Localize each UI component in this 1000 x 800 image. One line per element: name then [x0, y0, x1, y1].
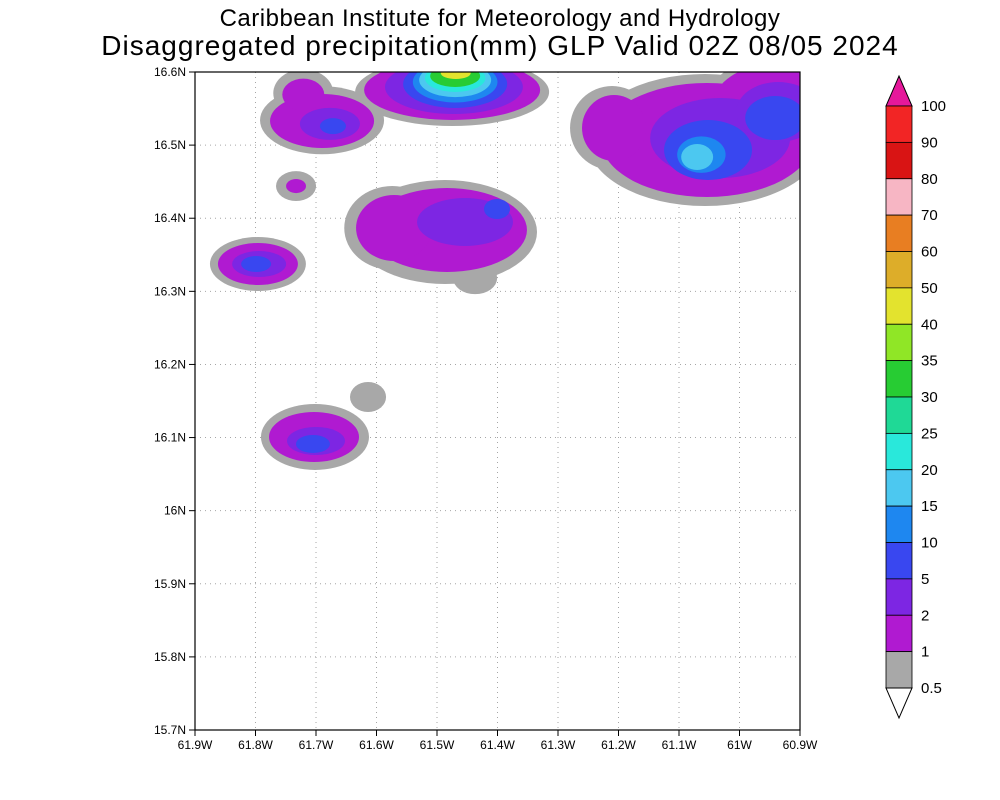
- colorbar-label: 35: [921, 353, 938, 370]
- lat-tick-label: 15.8N: [154, 650, 186, 664]
- contour-system-northwest-5mm: [319, 118, 346, 135]
- lon-tick-label: 61.1W: [662, 738, 697, 752]
- colorbar-arrow-over: [885, 74, 913, 107]
- colorbar-label: 2: [921, 607, 929, 624]
- colorbar-label: 10: [921, 535, 938, 552]
- colorbar-segment-90-100: [885, 105, 913, 143]
- contour-system-northwest-1mm: [282, 78, 325, 111]
- colorbar-label: 100: [921, 98, 946, 115]
- chart-title: Disaggregated precipitation(mm) GLP Vali…: [101, 30, 899, 61]
- colorbar-label: 20: [921, 462, 938, 479]
- lon-tick-label: 60.9W: [783, 738, 818, 752]
- contour-fills: [209, 72, 800, 470]
- colorbar-segment-60-70: [885, 214, 913, 252]
- lon-tick-label: 61.2W: [601, 738, 636, 752]
- contour-speck-1615n-0.5mm: [350, 381, 387, 412]
- contour-system-northeast-5mm: [745, 95, 800, 140]
- lat-tick-label: 16N: [164, 504, 186, 518]
- lat-tick-label: 16.3N: [154, 284, 186, 298]
- colorbar-arrow-under: [885, 687, 913, 720]
- colorbar-segment-0.5-1: [885, 651, 913, 689]
- lon-tick-label: 61.6W: [359, 738, 394, 752]
- colorbar-segment-5-10: [885, 542, 913, 580]
- lat-tick-label: 16.5N: [154, 138, 186, 152]
- colorbar-segment-35-40: [885, 323, 913, 362]
- contour-system-center-1mm: [356, 195, 433, 261]
- colorbar-label: 70: [921, 207, 938, 224]
- lat-tick-label: 16.1N: [154, 431, 186, 445]
- colorbar-label: 1: [921, 644, 929, 661]
- colorbar-label: 50: [921, 280, 938, 297]
- colorbar-label: 30: [921, 389, 938, 406]
- colorbar: 100 90 80 70 60 50 40 35 30 25 20 15 10 5 2 1 0.5: [885, 74, 946, 720]
- colorbar-segment-50-60: [885, 251, 913, 289]
- lon-tick-label: 61.5W: [420, 738, 455, 752]
- colorbar-segment-80-90: [885, 141, 913, 180]
- contour-band-north-center-40mm: [440, 72, 471, 80]
- lat-tick-label: 16.6N: [154, 65, 186, 79]
- colorbar-segment-70-80: [885, 178, 913, 216]
- contour-system-center-5mm: [484, 198, 511, 220]
- lat-tick-label: 15.7N: [154, 723, 186, 737]
- colorbar-label: 0.5: [921, 680, 942, 697]
- colorbar-segment-25-30: [885, 396, 913, 434]
- lon-tick-label: 61.8W: [238, 738, 273, 752]
- colorbar-label: 60: [921, 244, 938, 261]
- colorbar-segment-1-2: [885, 614, 913, 653]
- lat-tick-label: 16.2N: [154, 357, 186, 371]
- lon-tick-label: 61.7W: [299, 738, 334, 752]
- contour-system-northeast-1mm: [582, 95, 647, 161]
- contour-cell-west-1633n-5mm: [241, 256, 272, 272]
- colorbar-segment-10-15: [885, 505, 913, 543]
- contour-cell-1644n-1mm: [286, 179, 307, 194]
- lon-tick-label: 61W: [727, 738, 752, 752]
- colorbar-segment-30-35: [885, 360, 913, 398]
- colorbar-label: 80: [921, 171, 938, 188]
- lat-tick-label: 15.9N: [154, 577, 186, 591]
- colorbar-segment-20-25: [885, 432, 913, 471]
- lat-tick-label: 16.4N: [154, 211, 186, 225]
- colorbar-label: 5: [921, 571, 929, 588]
- lon-tick-label: 61.9W: [178, 738, 213, 752]
- colorbar-label: 15: [921, 498, 938, 515]
- lon-tick-label: 61.3W: [541, 738, 576, 752]
- contour-system-northeast-15mm: [681, 144, 714, 171]
- colorbar-segment-40-50: [885, 287, 913, 325]
- colorbar-label: 40: [921, 316, 938, 333]
- institute-title: Caribbean Institute for Meteorology and …: [219, 5, 781, 32]
- lon-tick-label: 61.4W: [480, 738, 515, 752]
- colorbar-label: 25: [921, 425, 938, 442]
- colorbar-segment-2-5: [885, 578, 913, 616]
- contour-cell-southwest-1609n-5mm: [295, 434, 330, 453]
- colorbar-label: 90: [921, 134, 938, 151]
- colorbar-segment-15-20: [885, 469, 913, 507]
